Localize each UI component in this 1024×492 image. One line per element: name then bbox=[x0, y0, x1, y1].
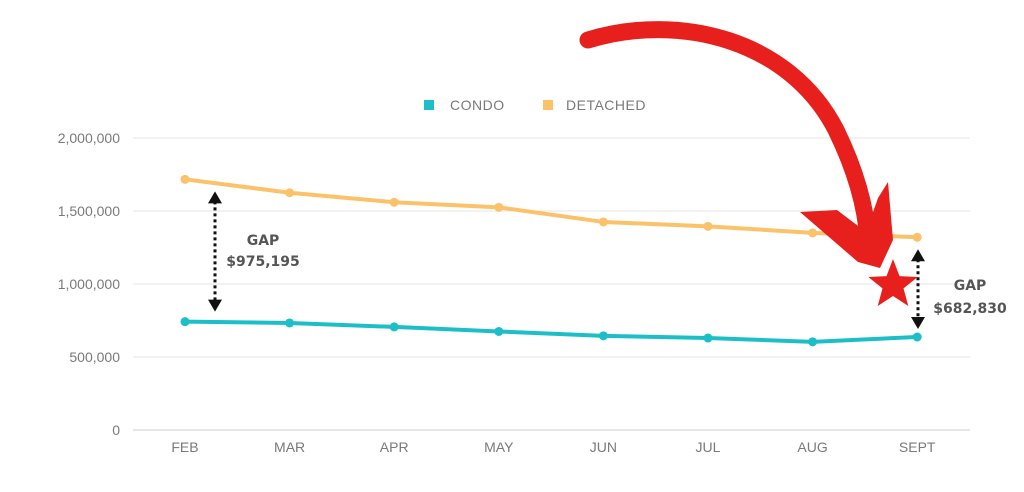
data-point bbox=[285, 318, 295, 328]
legend-label: DETACHED bbox=[566, 97, 646, 113]
data-point bbox=[808, 228, 818, 238]
data-point bbox=[912, 332, 922, 342]
data-point bbox=[494, 326, 504, 336]
gap-label: GAP bbox=[247, 233, 280, 249]
y-tick-label: 1,000,000 bbox=[58, 276, 120, 292]
legend-swatch bbox=[424, 100, 434, 110]
x-tick-label: SEPT bbox=[899, 439, 936, 455]
red-star-icon bbox=[868, 259, 918, 306]
legend: CONDO DETACHED bbox=[424, 97, 646, 113]
data-point bbox=[598, 331, 608, 341]
data-point bbox=[912, 232, 922, 242]
data-point bbox=[703, 221, 713, 231]
series-line bbox=[183, 319, 920, 344]
x-tick-label: MAR bbox=[274, 439, 305, 455]
data-point bbox=[389, 197, 399, 207]
x-tick-label: FEB bbox=[171, 439, 198, 455]
y-tick-label: 500,000 bbox=[69, 349, 120, 365]
x-tick-label: AUG bbox=[797, 439, 827, 455]
x-tick-label: APR bbox=[380, 439, 409, 455]
data-point bbox=[180, 317, 190, 327]
x-tick-label: JUL bbox=[696, 439, 721, 455]
y-axis: 0 500,000 1,000,000 1,500,000 2,000,000 bbox=[58, 130, 121, 438]
x-tick-label: JUN bbox=[590, 439, 617, 455]
red-arrow-shaft bbox=[579, 21, 877, 249]
y-tick-label: 2,000,000 bbox=[58, 130, 120, 146]
data-point bbox=[598, 217, 608, 227]
y-tick-label: 1,500,000 bbox=[58, 203, 120, 219]
gap-arrow-head-up bbox=[208, 191, 222, 204]
data-point bbox=[494, 202, 504, 212]
legend-label: CONDO bbox=[450, 97, 505, 113]
gridlines bbox=[133, 137, 970, 431]
gap-arrow-head-down bbox=[208, 299, 222, 312]
gap-value: $682,830 bbox=[933, 301, 1007, 317]
highlight-decoration bbox=[579, 21, 918, 306]
legend-swatch bbox=[543, 100, 553, 110]
series-line bbox=[183, 177, 920, 240]
gap-annotations: GAP $975,195 GAP $682,830 bbox=[208, 191, 1007, 329]
x-tick-label: MAY bbox=[484, 439, 514, 455]
y-tick-label: 0 bbox=[112, 422, 120, 438]
series-group bbox=[180, 174, 922, 347]
gap-label: GAP bbox=[954, 278, 987, 294]
data-point bbox=[808, 337, 818, 347]
red-arrow-head bbox=[800, 182, 893, 268]
x-axis: FEB MAR APR MAY JUN JUL AUG SEPT bbox=[171, 439, 936, 455]
data-point bbox=[180, 174, 190, 184]
gap-value: $975,195 bbox=[226, 254, 300, 270]
gap-arrow-head-down bbox=[911, 316, 925, 329]
data-point bbox=[703, 333, 713, 343]
data-point bbox=[285, 188, 295, 198]
data-point bbox=[389, 322, 399, 332]
gap-arrow-head-up bbox=[911, 249, 925, 262]
